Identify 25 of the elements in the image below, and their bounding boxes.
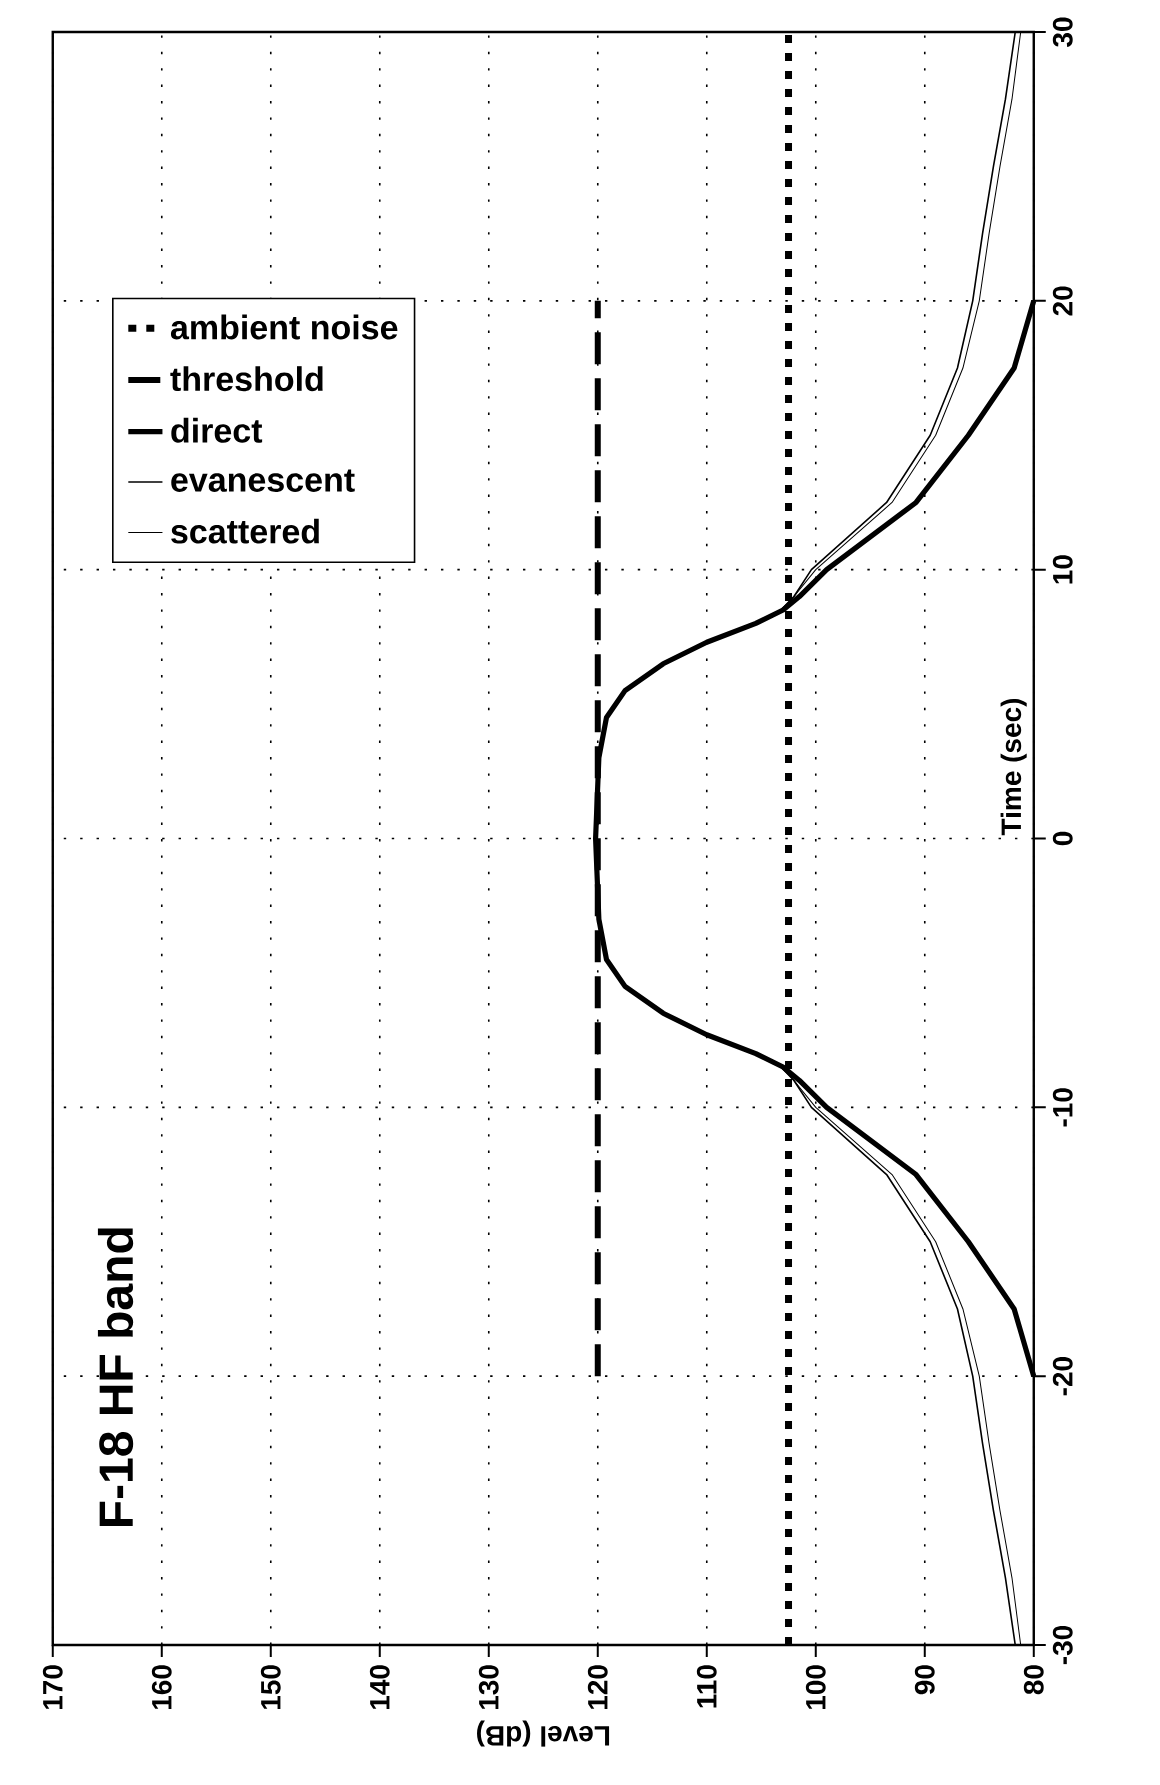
legend-label: direct (171, 417, 263, 443)
y-tick-label: -10 (1052, 1088, 1073, 1127)
text: F-18 HF band (98, 1228, 134, 1527)
x-tick-label: 100 (805, 1665, 826, 1710)
y-tick-label: -20 (1052, 1357, 1073, 1396)
y-tick-label: 20 (1052, 286, 1073, 316)
x-tick-label: 150 (260, 1665, 281, 1710)
x-tick-label: 170 (42, 1665, 63, 1710)
x-axis-title: Level (dB) (477, 1720, 610, 1747)
y-tick-label: 10 (1052, 555, 1073, 584)
legend-label: threshold (170, 366, 323, 392)
y-axis-title: Time (sec) (1000, 698, 1027, 836)
legend-label: scattered (171, 518, 319, 544)
legend-label: ambient noise (171, 314, 398, 340)
y-tick-label: -30 (1052, 1625, 1073, 1665)
x-tick-label: 140 (369, 1665, 390, 1710)
x-tick-label: 80 (1023, 1665, 1044, 1695)
x-tick-label: 160 (151, 1665, 172, 1710)
y-tick-label: 30 (1052, 17, 1073, 47)
y-tick-label: 0 (1052, 831, 1073, 846)
x-tick-label: 130 (478, 1665, 499, 1710)
x-tick-label: 120 (587, 1665, 608, 1710)
legend-label: evanescent (171, 469, 355, 492)
x-tick-label: 90 (914, 1665, 935, 1695)
x-tick-label: 110 (696, 1665, 717, 1708)
